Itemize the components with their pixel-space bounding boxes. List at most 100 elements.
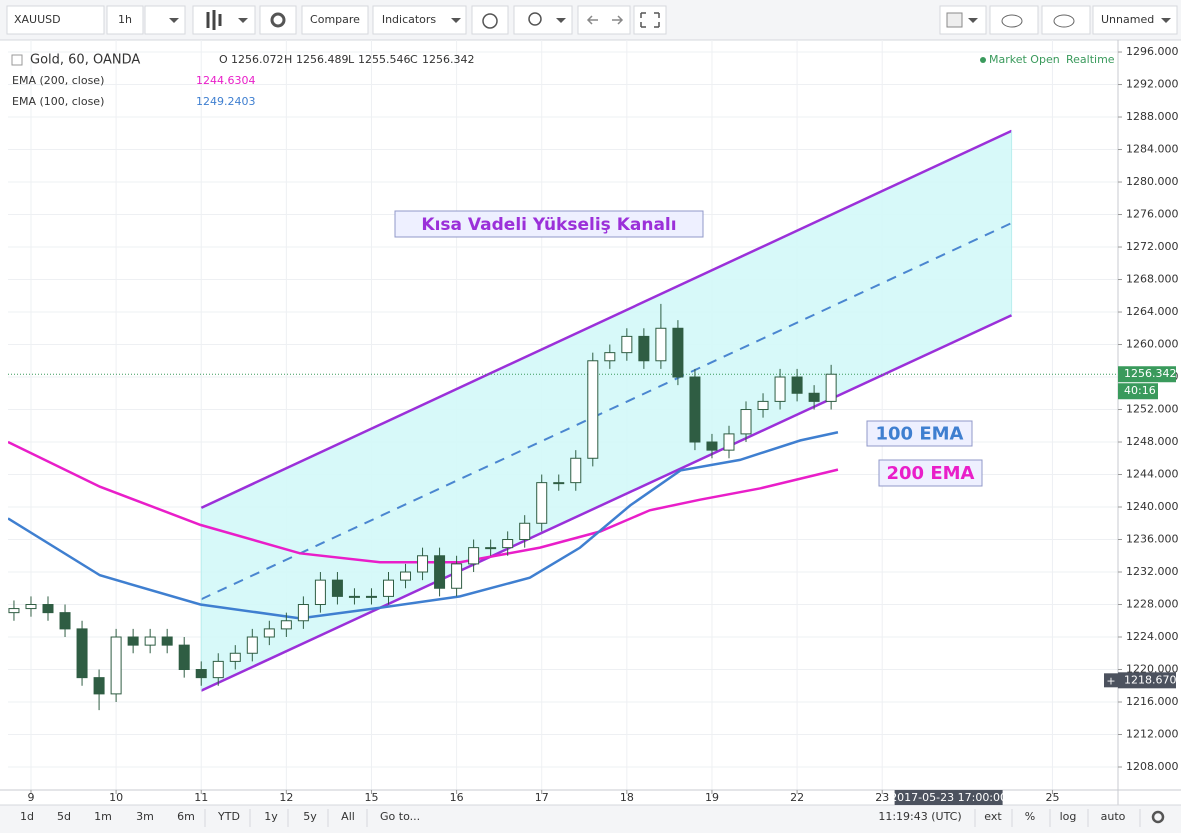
interval[interactable]: 1h (118, 13, 132, 26)
candle-body (502, 539, 514, 549)
axis-option[interactable]: auto (1101, 810, 1126, 823)
dropdown-icon (1161, 18, 1171, 23)
compare[interactable]: Compare (310, 13, 360, 26)
indicators-button[interactable] (372, 5, 467, 35)
candle-body (42, 604, 54, 614)
layout-name[interactable]: Unnamed (1101, 13, 1154, 26)
candle-body (808, 392, 820, 402)
legend-l-label: L (348, 53, 355, 66)
candle-body (519, 522, 531, 541)
dropdown-icon (556, 18, 566, 23)
candle-body (740, 409, 752, 435)
range-button[interactable]: All (341, 810, 355, 823)
annotation: 200 EMA (887, 463, 975, 484)
range-button[interactable]: 1d (20, 810, 34, 823)
settings[interactable] (259, 5, 297, 35)
range-button[interactable]: 3m (136, 810, 154, 823)
market-status: Market Open (989, 53, 1060, 66)
settings-icon[interactable] (1151, 810, 1165, 824)
legend-high: 1256.489 (296, 53, 349, 66)
fullscreen[interactable] (633, 5, 667, 35)
candle-body (672, 327, 684, 378)
range-button[interactable]: 1m (94, 810, 112, 823)
plot-area (8, 40, 1118, 790)
y-tick-label: 1232.000 (1126, 565, 1179, 578)
y-tick-label: 1208.000 (1126, 760, 1179, 773)
range-button[interactable]: 6m (177, 810, 195, 823)
candle-body (689, 376, 701, 443)
candle-body (417, 555, 429, 573)
y-tick-label: 1292.000 (1126, 78, 1179, 91)
candle-body (757, 400, 769, 411)
interval-menu[interactable] (144, 5, 186, 35)
cloud-icon (1001, 14, 1023, 28)
indicators[interactable]: Indicators (382, 13, 437, 26)
candle-body (434, 555, 446, 589)
candle-body (825, 373, 837, 402)
annotation-box (394, 210, 704, 238)
candle-body (706, 441, 718, 451)
cloud-save[interactable] (1041, 5, 1091, 35)
candle-body (621, 335, 633, 354)
bottom-bar (0, 805, 1181, 833)
candle-body (604, 352, 616, 362)
candle-body (76, 628, 88, 679)
candle-body (451, 563, 463, 589)
compare-button[interactable] (301, 5, 369, 35)
axis-option[interactable]: ext (984, 810, 1002, 823)
range-button[interactable]: 5d (57, 810, 71, 823)
candle-body (195, 669, 207, 679)
crosshair-plus-box (1104, 673, 1118, 688)
axis-option[interactable]: % (1025, 810, 1035, 823)
candle-body (246, 636, 258, 654)
legend-title: Gold, 60, OANDA (30, 53, 140, 68)
symbol-box[interactable] (6, 5, 105, 35)
legend-close: 1256.342 (422, 53, 475, 66)
candle-body (570, 457, 582, 484)
range-button[interactable]: 1y (264, 810, 278, 823)
candle-body (263, 628, 275, 638)
last-price-label: 1256.342 (1124, 367, 1177, 380)
candle-body (314, 579, 326, 606)
y-tick-label: 1248.000 (1126, 435, 1179, 448)
x-tick-label: 18 (620, 791, 634, 804)
legend-h-label: H (284, 53, 292, 66)
y-tick-label: 1268.000 (1126, 273, 1179, 286)
candle-body (331, 579, 343, 597)
annotation-box (878, 459, 983, 487)
crosshair-time: 2017-05-23 17:00:00 (890, 791, 1007, 804)
color-swatch (946, 12, 963, 28)
channel-fill (201, 130, 1012, 691)
cloud-load[interactable] (989, 5, 1039, 35)
range-button[interactable]: 5y (303, 810, 317, 823)
symbol[interactable]: XAUUSD (14, 13, 61, 26)
candle-body (229, 652, 241, 662)
candle-icon (206, 10, 222, 30)
candle-body (468, 547, 480, 565)
axis-option[interactable]: log (1060, 810, 1077, 823)
annotation: 100 EMA (876, 424, 964, 445)
status-dot (980, 57, 986, 63)
annotation: Kısa Vadeli Yükseliş Kanalı (421, 215, 676, 235)
candle-body (587, 360, 599, 459)
goto-button[interactable]: Go to... (380, 810, 420, 823)
x-tick-label: 22 (790, 791, 804, 804)
x-tick-label: 19 (705, 791, 719, 804)
candle-body (774, 376, 786, 402)
candle-body (59, 612, 71, 630)
range-button[interactable]: YTD (217, 810, 240, 823)
symbol-icon (11, 54, 23, 66)
alert-button[interactable] (471, 5, 509, 35)
candle-body (655, 327, 667, 362)
legend-ema100-value: 1249.2403 (196, 95, 256, 108)
y-tick-label: 1276.000 (1126, 208, 1179, 221)
candle-body (127, 636, 139, 646)
interval-box[interactable] (106, 5, 144, 35)
fullscreen-icon (640, 12, 660, 28)
cloud-icon (1053, 14, 1075, 28)
candle-body (365, 595, 377, 598)
candle-body (144, 636, 156, 646)
dropdown-icon (169, 18, 179, 23)
y-tick-label: 1260.000 (1126, 338, 1179, 351)
